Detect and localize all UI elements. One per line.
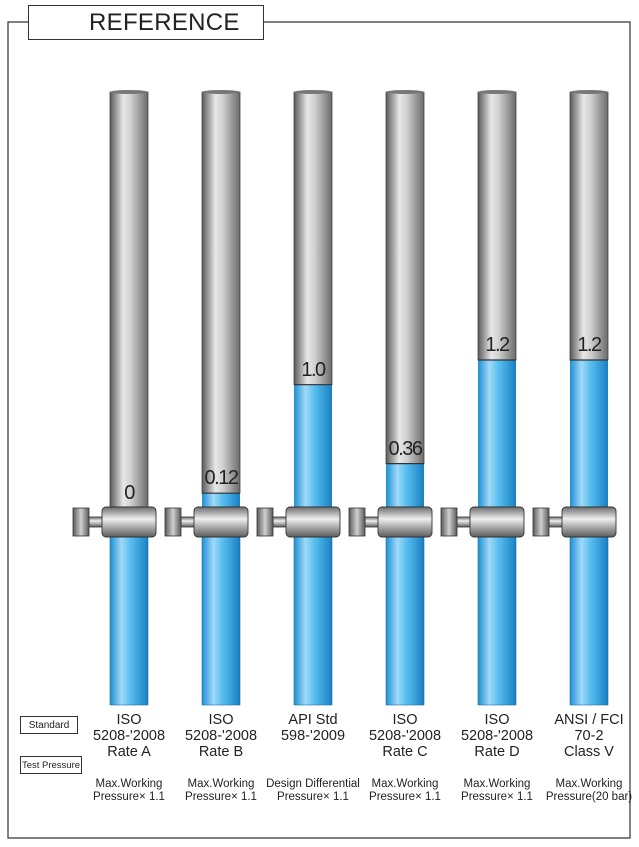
- standard-line: 70-2: [574, 728, 604, 744]
- standard-label: ISO 5208-'2008 Rate C: [355, 712, 455, 760]
- tube-top-cap: [386, 90, 424, 94]
- standard-line: ISO: [208, 712, 234, 728]
- reference-title: REFERENCE: [28, 5, 264, 40]
- test-pressure-line: Pressure× 1.1: [461, 790, 533, 803]
- test-pressure-line: Pressure× 1.1: [93, 790, 165, 803]
- tube-clamp: [193, 506, 249, 538]
- standard-line: 598-'2009: [280, 728, 346, 744]
- liquid-upper: [202, 493, 240, 510]
- test-pressure-line: Max.Working: [187, 778, 255, 790]
- standard-line: ANSI / FCI: [554, 712, 624, 728]
- test-pressure-label: Max.Working Pressure× 1.1: [74, 778, 184, 803]
- standard-label: ISO 5208-'2008 Rate D: [447, 712, 547, 760]
- tube-top-cap: [478, 90, 516, 94]
- test-pressure-label: Max.Working Pressure× 1.1: [350, 778, 460, 803]
- test-pressure-line: Pressure(20 bar): [545, 790, 633, 803]
- standard-line: API Std: [288, 712, 338, 728]
- valve-knob: [532, 507, 550, 537]
- test-pressure-line: Design Differential: [266, 778, 360, 790]
- liquid-lower: [385, 533, 425, 706]
- standard-line: ISO: [116, 712, 142, 728]
- standard-label: ANSI / FCI 70-2 Class V: [539, 712, 639, 760]
- value-label: 1.2: [485, 334, 510, 356]
- test-pressure-line: Max.Working: [371, 778, 439, 790]
- standard-line: 5208-'2008: [368, 728, 442, 744]
- test-pressure-label: Max.Working Pressure(20 bar): [534, 778, 639, 803]
- liquid-lower: [477, 533, 517, 706]
- standard-label: API Std 598-'2009: [263, 712, 363, 744]
- value-label: 1.0: [301, 358, 326, 381]
- tube-top-cap: [570, 90, 608, 94]
- tube-gray-section: [569, 91, 609, 361]
- tube-gray-section: [293, 91, 333, 386]
- standard-line: Class V: [564, 744, 614, 760]
- tube-top-cap: [294, 90, 332, 94]
- test-pressure-line: Max.Working: [463, 778, 531, 790]
- test-pressure-row-label: Test Pressure: [20, 756, 82, 774]
- liquid-lower: [569, 533, 609, 706]
- liquid-lower: [109, 533, 149, 706]
- tube-gray-section: [385, 91, 425, 465]
- standard-line: Rate C: [382, 744, 428, 760]
- tube-clamp: [561, 506, 617, 538]
- test-pressure-label: Max.Working Pressure× 1.1: [166, 778, 276, 803]
- standard-label: ISO 5208-'2008 Rate A: [79, 712, 179, 760]
- tube-gray-section: [109, 91, 149, 509]
- standard-row-label: Standard: [20, 716, 78, 734]
- test-pressure-label: Max.Working Pressure× 1.1: [442, 778, 552, 803]
- tube-top-cap: [110, 90, 148, 94]
- standard-label: ISO 5208-'2008 Rate B: [171, 712, 271, 760]
- test-pressure-line: Pressure× 1.1: [185, 790, 257, 803]
- test-pressure-label: Design Differential Pressure× 1.1: [258, 778, 368, 803]
- valve-knob: [164, 507, 182, 537]
- valve-knob: [256, 507, 274, 537]
- standard-line: ISO: [484, 712, 510, 728]
- standard-line: Rate B: [198, 744, 244, 760]
- standard-line: 5208-'2008: [184, 728, 258, 744]
- liquid-lower: [201, 533, 241, 706]
- test-pressure-line: Max.Working: [555, 778, 623, 790]
- tube-clamp: [285, 506, 341, 538]
- test-pressure-line: Pressure× 1.1: [369, 790, 441, 803]
- tube-clamp: [377, 506, 433, 538]
- valve-knob: [72, 507, 90, 537]
- standard-line: Rate A: [107, 744, 151, 760]
- tube-clamp: [101, 506, 157, 538]
- liquid-upper: [570, 360, 608, 510]
- liquid-upper: [478, 360, 516, 510]
- value-label: 1.2: [577, 334, 602, 356]
- tube-top-cap: [202, 90, 240, 94]
- standard-line: 5208-'2008: [460, 728, 534, 744]
- test-pressure-line: Pressure× 1.1: [277, 790, 349, 803]
- tube-gray-section: [477, 91, 517, 361]
- liquid-lower: [293, 533, 333, 706]
- valve-knob: [440, 507, 458, 537]
- liquid-upper: [294, 384, 332, 510]
- tube-gray-section: [201, 91, 241, 494]
- valve-knob: [348, 507, 366, 537]
- test-pressure-line: Max.Working: [95, 778, 163, 790]
- value-label: 0.12: [204, 467, 239, 490]
- standard-line: 5208-'2008: [92, 728, 166, 744]
- standard-line: ISO: [392, 712, 418, 728]
- standard-line: Rate D: [474, 744, 520, 760]
- value-label: 0.36: [388, 437, 423, 460]
- tube-clamp: [469, 506, 525, 538]
- liquid-upper: [386, 463, 424, 510]
- value-label: 0: [124, 482, 135, 504]
